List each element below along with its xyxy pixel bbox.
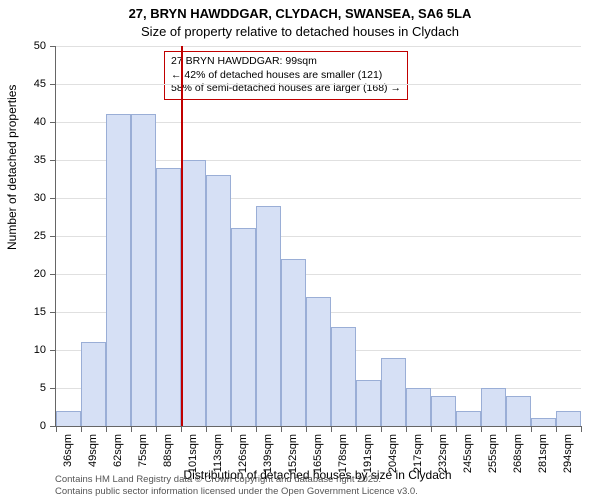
histogram-bar [106, 114, 131, 426]
y-tick-label: 10 [34, 344, 56, 356]
x-tick [406, 426, 407, 432]
info-line-1: 27 BRYN HAWDDGAR: 99sqm [171, 55, 401, 69]
x-tick [556, 426, 557, 432]
x-tick [156, 426, 157, 432]
y-tick-label: 45 [34, 78, 56, 90]
x-tick [131, 426, 132, 432]
title-sub: Size of property relative to detached ho… [0, 23, 600, 39]
histogram-bar [256, 206, 281, 426]
x-tick [306, 426, 307, 432]
info-box: 27 BRYN HAWDDGAR: 99sqm ← 42% of detache… [164, 51, 408, 100]
chart-area: 27 BRYN HAWDDGAR: 99sqm ← 42% of detache… [55, 46, 581, 427]
grid-line [56, 46, 581, 47]
x-tick-label: 88sqm [162, 434, 174, 467]
histogram-bar [556, 411, 581, 426]
reference-line [181, 46, 183, 426]
x-tick [331, 426, 332, 432]
histogram-bar [506, 396, 531, 426]
histogram-bar [181, 160, 206, 426]
x-tick [506, 426, 507, 432]
x-tick [531, 426, 532, 432]
histogram-bar [81, 342, 106, 426]
histogram-bar [156, 168, 181, 426]
x-tick [581, 426, 582, 432]
attribution-line-1: Contains HM Land Registry data © Crown c… [55, 474, 418, 486]
y-axis-title: Number of detached properties [5, 85, 19, 250]
info-line-2: ← 42% of detached houses are smaller (12… [171, 69, 401, 83]
x-tick [231, 426, 232, 432]
title-main: 27, BRYN HAWDDGAR, CLYDACH, SWANSEA, SA6… [0, 0, 600, 23]
x-tick [181, 426, 182, 432]
x-tick [381, 426, 382, 432]
x-tick [356, 426, 357, 432]
y-tick-label: 20 [34, 268, 56, 280]
y-tick-label: 50 [34, 40, 56, 52]
histogram-bar [531, 418, 556, 426]
chart-container: 27, BRYN HAWDDGAR, CLYDACH, SWANSEA, SA6… [0, 0, 600, 500]
x-tick [81, 426, 82, 432]
y-tick-label: 5 [40, 382, 56, 394]
histogram-bar [56, 411, 81, 426]
y-tick-label: 35 [34, 154, 56, 166]
histogram-bar [331, 327, 356, 426]
attribution-line-2: Contains public sector information licen… [55, 486, 418, 498]
histogram-bar [231, 228, 256, 426]
y-tick-label: 40 [34, 116, 56, 128]
y-tick-label: 30 [34, 192, 56, 204]
x-tick-label: 75sqm [137, 434, 149, 467]
x-tick-label: 62sqm [112, 434, 124, 467]
x-tick [281, 426, 282, 432]
x-tick-label: 49sqm [87, 434, 99, 467]
x-tick [256, 426, 257, 432]
x-tick [481, 426, 482, 432]
x-tick [106, 426, 107, 432]
y-tick-label: 15 [34, 306, 56, 318]
histogram-bar [206, 175, 231, 426]
histogram-bar [281, 259, 306, 426]
histogram-bar [456, 411, 481, 426]
attribution: Contains HM Land Registry data © Crown c… [55, 474, 418, 498]
y-tick-label: 0 [40, 420, 56, 432]
x-tick [206, 426, 207, 432]
grid-line [56, 84, 581, 85]
histogram-bar [431, 396, 456, 426]
histogram-bar [481, 388, 506, 426]
x-tick-label: 113sqm [212, 434, 224, 472]
x-tick [456, 426, 457, 432]
x-tick-label: 36sqm [62, 434, 74, 467]
x-tick [56, 426, 57, 432]
x-tick [431, 426, 432, 432]
histogram-bar [306, 297, 331, 426]
y-tick-label: 25 [34, 230, 56, 242]
histogram-bar [131, 114, 156, 426]
histogram-bar [381, 358, 406, 426]
histogram-bar [356, 380, 381, 426]
histogram-bar [406, 388, 431, 426]
